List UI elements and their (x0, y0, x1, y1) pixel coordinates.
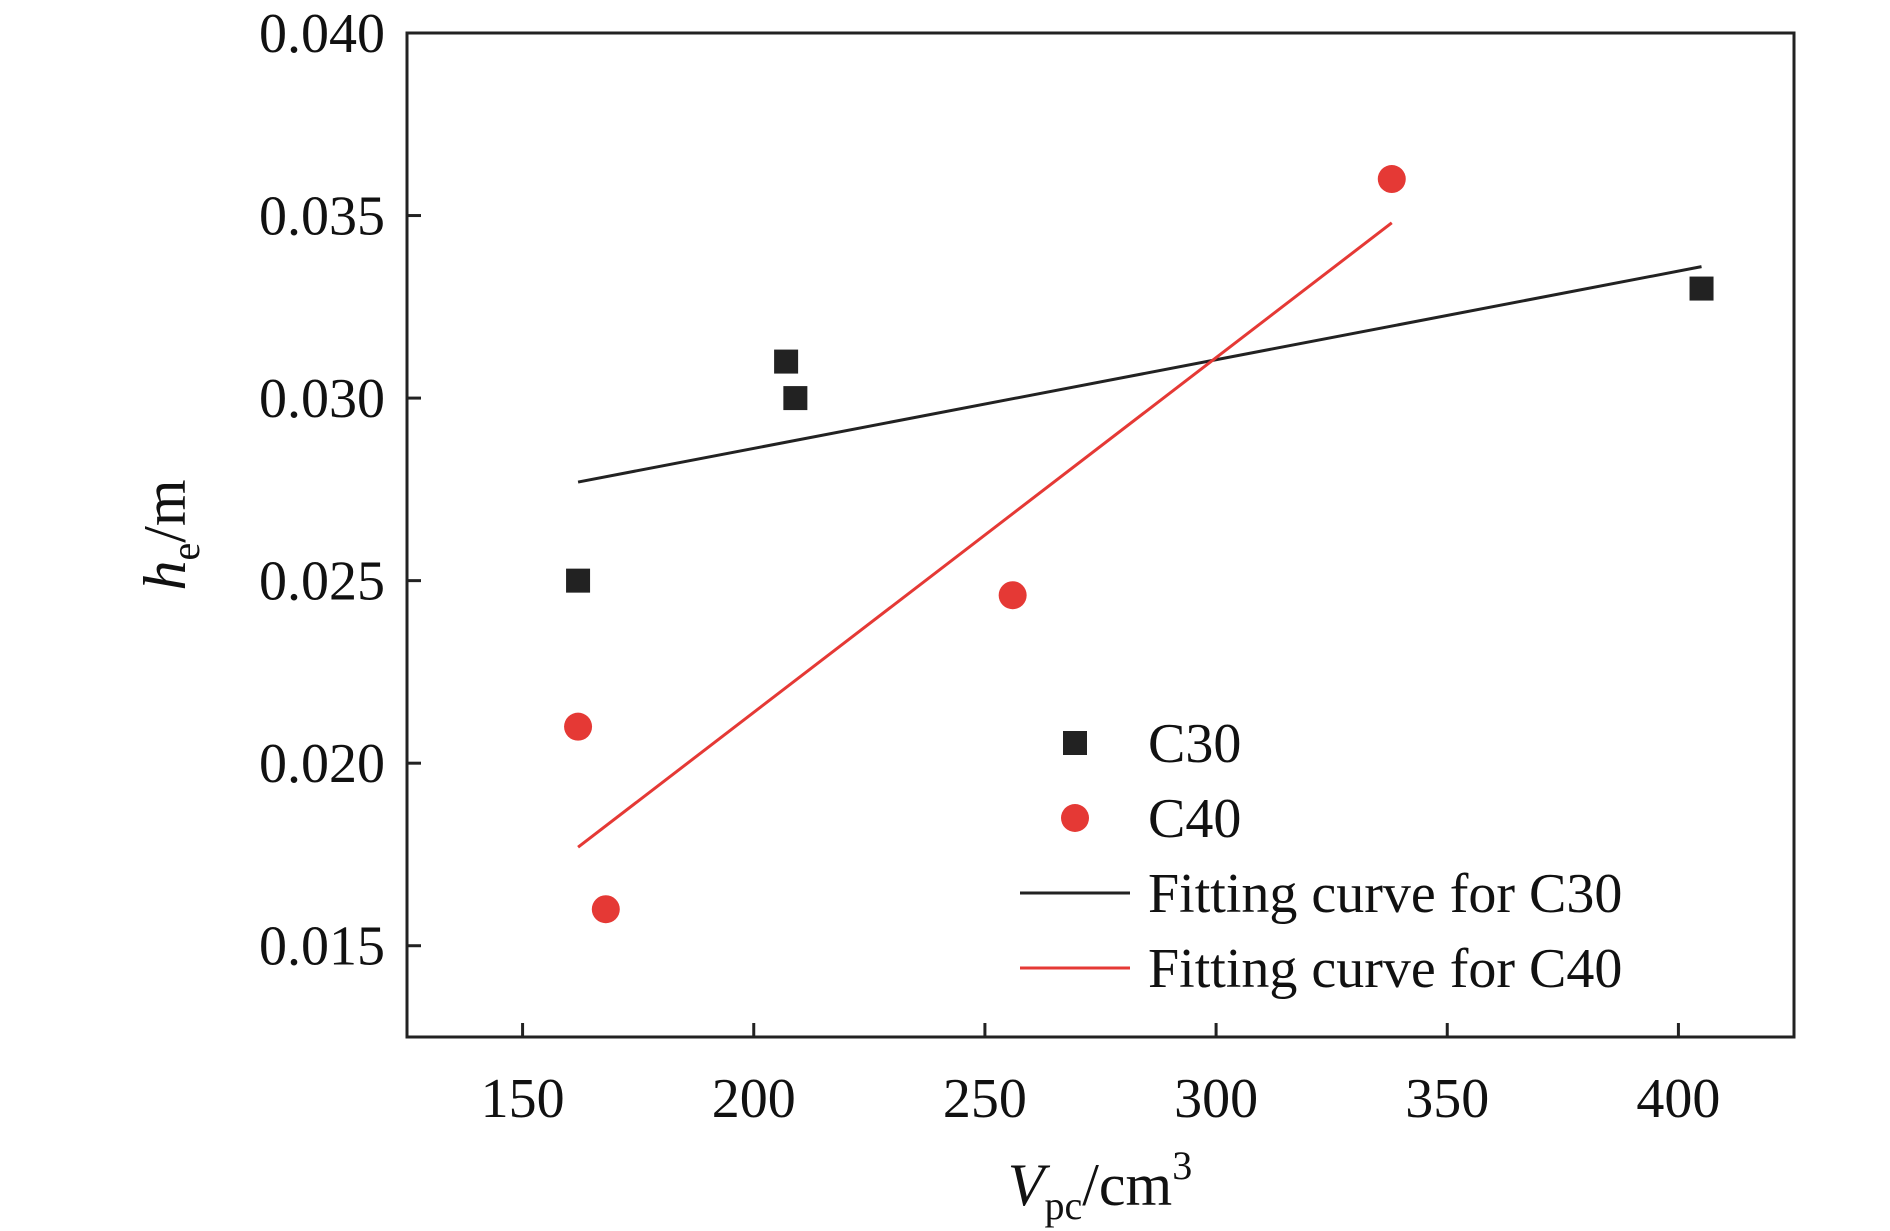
x-tick-label: 300 (1174, 1068, 1258, 1130)
x-tick-label: 200 (712, 1068, 796, 1130)
y-tick-label: 0.035 (259, 186, 385, 248)
x-tick-label: 350 (1405, 1068, 1489, 1130)
x-axis-title: Vpc/cm3 (1008, 1143, 1192, 1228)
c40-point (564, 712, 593, 741)
fitting-curve-for-c30-line (577, 265, 1702, 484)
x-axis-title-sup: 3 (1172, 1143, 1192, 1188)
legend-symbol-c30 (1063, 731, 1087, 755)
legend-label-c30: C30 (1148, 713, 1241, 775)
c30-point (774, 349, 799, 374)
c40-point (591, 895, 620, 924)
y-tick-label: 0.025 (259, 551, 385, 613)
x-tick-label: 250 (943, 1068, 1027, 1130)
plot-frame (405, 31, 1796, 1039)
c30-point (566, 568, 591, 593)
y-axis-title-sub: e (163, 543, 208, 561)
y-axis-title: he/m (132, 479, 208, 590)
c40-point (998, 581, 1027, 610)
x-axis-ticks: 150 200 250 300 350 400 (481, 1023, 1720, 1130)
x-axis-title-sub: pc (1044, 1183, 1082, 1228)
fit-lines (577, 221, 1702, 849)
legend-label-fitting-curve-for-c40: Fitting curve for C40 (1148, 938, 1622, 1000)
y-tick-label: 0.040 (259, 3, 385, 65)
y-tick-label: 0.020 (259, 733, 385, 795)
y-axis-ticks: 0.015 0.020 0.025 0.030 0.035 0.040 (259, 3, 421, 978)
legend: C30 C40 Fitting curve for C30 Fitting curve… (1020, 713, 1622, 1000)
legend-label-fitting-curve-for-c30: Fitting curve for C30 (1148, 863, 1622, 925)
c30-point (783, 386, 808, 411)
x-tick-label: 400 (1636, 1068, 1720, 1130)
y-axis-title-main: h (132, 561, 198, 591)
x-axis-title-unit: /cm (1082, 1152, 1172, 1218)
c30-point (1689, 276, 1714, 301)
c40-point (1377, 165, 1406, 194)
y-tick-label: 0.015 (259, 916, 385, 978)
y-axis-title-unit: /m (132, 479, 198, 542)
legend-label-c40: C40 (1148, 788, 1241, 850)
x-tick-label: 150 (481, 1068, 565, 1130)
y-tick-label: 0.030 (259, 368, 385, 430)
legend-symbol-c40 (1061, 804, 1089, 832)
data-points (564, 165, 1714, 924)
x-axis-title-main: V (1008, 1152, 1051, 1218)
fitting-curve-for-c40-line (577, 221, 1393, 849)
